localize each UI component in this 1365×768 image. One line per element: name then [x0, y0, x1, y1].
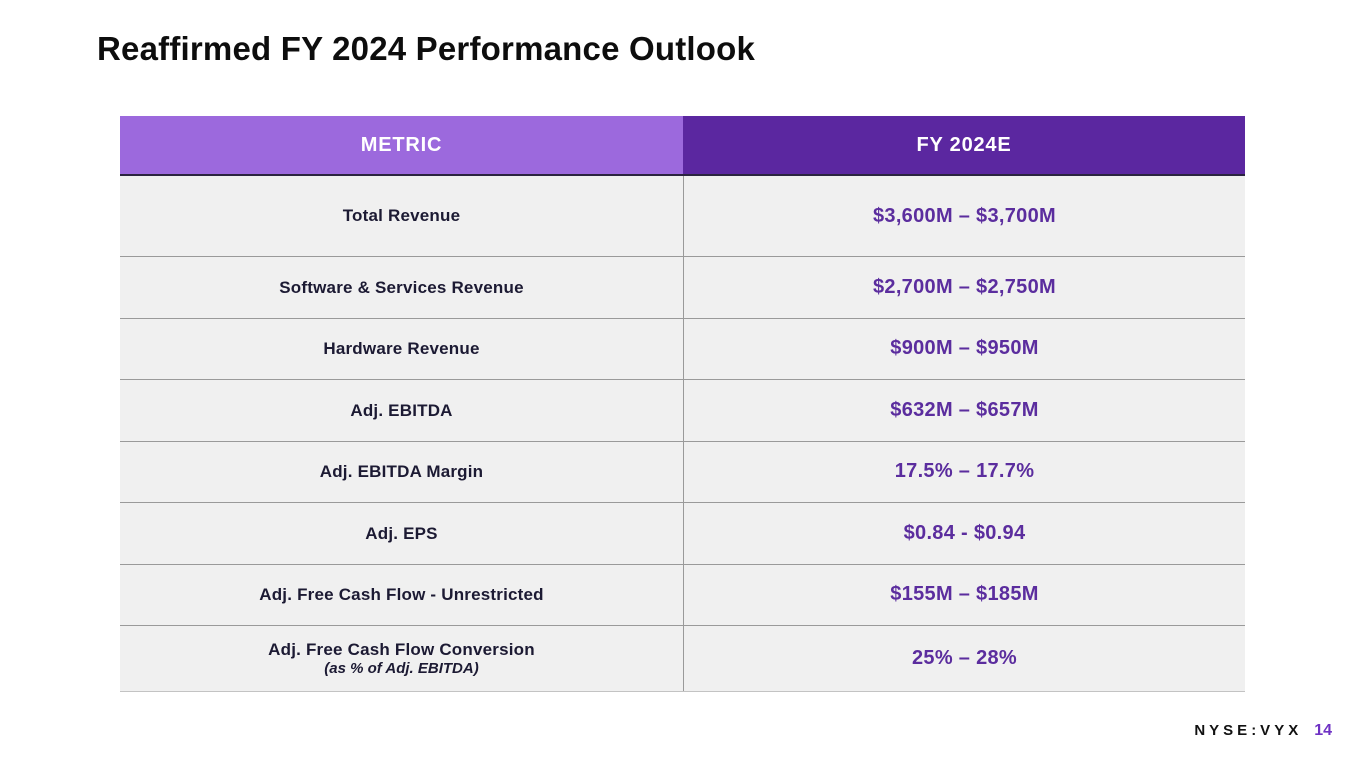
table-row-adj-free-cash-flow-conversion: Adj. Free Cash Flow Conversion (as % of …	[120, 625, 1245, 691]
value-label: 25% – 28%	[912, 647, 1017, 669]
metric-label: Adj. Free Cash Flow Conversion	[268, 639, 535, 659]
value-cell: $155M – $185M	[683, 564, 1245, 625]
value-cell: $2,700M – $2,750M	[683, 257, 1245, 318]
metric-cell: Adj. EBITDA Margin	[120, 442, 683, 503]
metric-cell: Adj. EBITDA	[120, 380, 683, 441]
value-cell: $900M – $950M	[683, 318, 1245, 379]
metric-cell: Software & Services Revenue	[120, 257, 683, 318]
metric-cell: Total Revenue	[120, 176, 683, 256]
metric-label: Total Revenue	[342, 206, 461, 226]
value-cell: $632M – $657M	[683, 380, 1245, 441]
table-row-adj-free-cash-flow-unrestricted: Adj. Free Cash Flow - Unrestricted $155M…	[120, 563, 1245, 626]
value-label: $2,700M – $2,750M	[872, 275, 1056, 298]
metric-cell: Adj. Free Cash Flow Conversion (as % of …	[120, 626, 683, 691]
value-label: $155M – $185M	[890, 583, 1039, 606]
metric-cell: Adj. Free Cash Flow - Unrestricted	[120, 565, 683, 626]
value-cell: $0.84 - $0.94	[683, 503, 1245, 564]
metric-label: Adj. EBITDA Margin	[319, 462, 484, 482]
metric-cell: Hardware Revenue	[120, 319, 683, 380]
metric-label: Adj. Free Cash Flow - Unrestricted	[259, 585, 544, 605]
metric-label: Software & Services Revenue	[279, 277, 524, 297]
table-row-adj-ebitda: Adj. EBITDA $632M – $657M	[120, 379, 1245, 441]
table-header-row: METRIC FY 2024E	[120, 116, 1245, 174]
value-label: $632M – $657M	[890, 398, 1039, 421]
value-cell: 17.5% – 17.7%	[683, 441, 1245, 502]
table-row-adj-ebitda-margin: Adj. EBITDA Margin 17.5% – 17.7%	[120, 440, 1245, 503]
page-title: Reaffirmed FY 2024 Performance Outlook	[97, 30, 756, 67]
slide-footer: NYSE:VYX 14	[1194, 722, 1332, 740]
metric-label: Adj. EBITDA	[350, 400, 453, 420]
metric-note: (as % of Adj. EBITDA)	[324, 660, 479, 678]
value-label: $900M – $950M	[890, 337, 1039, 360]
table-row-hardware-revenue: Hardware Revenue $900M – $950M	[120, 317, 1245, 380]
value-label: $3,600M – $3,700M	[872, 204, 1056, 227]
ticker-label: NYSE:VYX	[1194, 722, 1303, 739]
value-label: 17.5% – 17.7%	[894, 460, 1035, 483]
value-cell: $3,600M – $3,700M	[683, 176, 1245, 256]
table-header-fy2024e: FY 2024E	[683, 116, 1245, 174]
table-row-total-revenue: Total Revenue $3,600M – $3,700M	[120, 174, 1245, 256]
table-body: Total Revenue $3,600M – $3,700M Software…	[120, 174, 1245, 692]
metric-cell: Adj. EPS	[120, 503, 683, 564]
outlook-table: METRIC FY 2024E Total Revenue $3,600M – …	[120, 116, 1245, 692]
metric-label: Adj. EPS	[365, 523, 438, 543]
value-cell: 25% – 28%	[683, 626, 1245, 691]
value-label: $0.84 - $0.94	[903, 521, 1026, 544]
table-header-metric: METRIC	[120, 116, 683, 174]
page-number: 14	[1314, 722, 1332, 739]
table-row-adj-eps: Adj. EPS $0.84 - $0.94	[120, 502, 1245, 564]
metric-label: Hardware Revenue	[323, 339, 480, 359]
table-row-software-services-revenue: Software & Services Revenue $2,700M – $2…	[120, 256, 1245, 318]
